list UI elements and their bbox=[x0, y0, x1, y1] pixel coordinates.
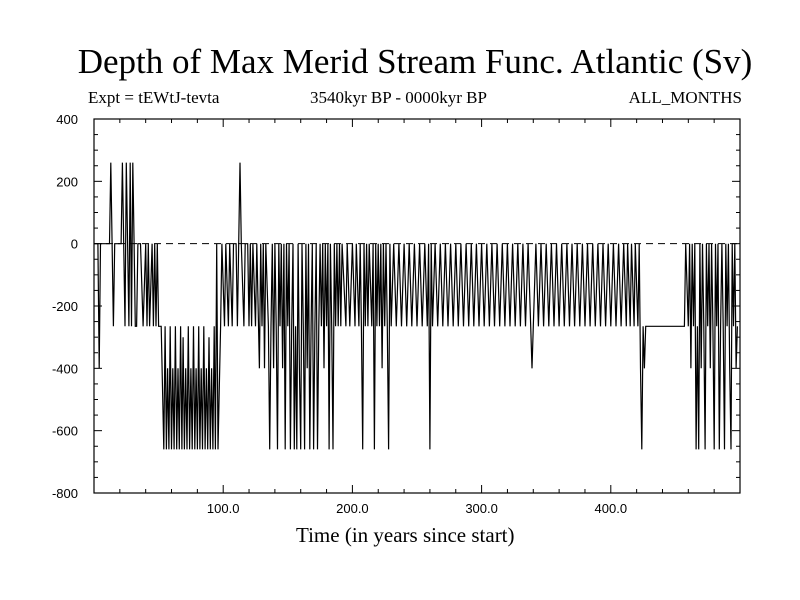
experiment-label: Expt = tEWtJ-tevta bbox=[88, 88, 220, 107]
x-tick-label: 200.0 bbox=[336, 501, 369, 516]
data-series-line bbox=[94, 162, 738, 450]
y-tick-label: -600 bbox=[52, 424, 78, 439]
y-tick-label: 200 bbox=[56, 174, 78, 189]
y-tick-label: 400 bbox=[56, 112, 78, 127]
y-tick-label: -400 bbox=[52, 361, 78, 376]
months-label: ALL_MONTHS bbox=[628, 88, 742, 107]
x-tick-label: 100.0 bbox=[207, 501, 240, 516]
chart-title: Depth of Max Merid Stream Func. Atlantic… bbox=[77, 42, 753, 81]
time-range-label: 3540kyr BP - 0000kyr BP bbox=[310, 88, 487, 107]
y-tick-label: -800 bbox=[52, 486, 78, 501]
y-tick-label: -200 bbox=[52, 299, 78, 314]
x-tick-label: 300.0 bbox=[465, 501, 498, 516]
x-tick-label: 400.0 bbox=[595, 501, 628, 516]
x-axis-label: Time (in years since start) bbox=[296, 523, 515, 547]
y-tick-label: 0 bbox=[71, 237, 78, 252]
plot-frame bbox=[93, 118, 741, 494]
